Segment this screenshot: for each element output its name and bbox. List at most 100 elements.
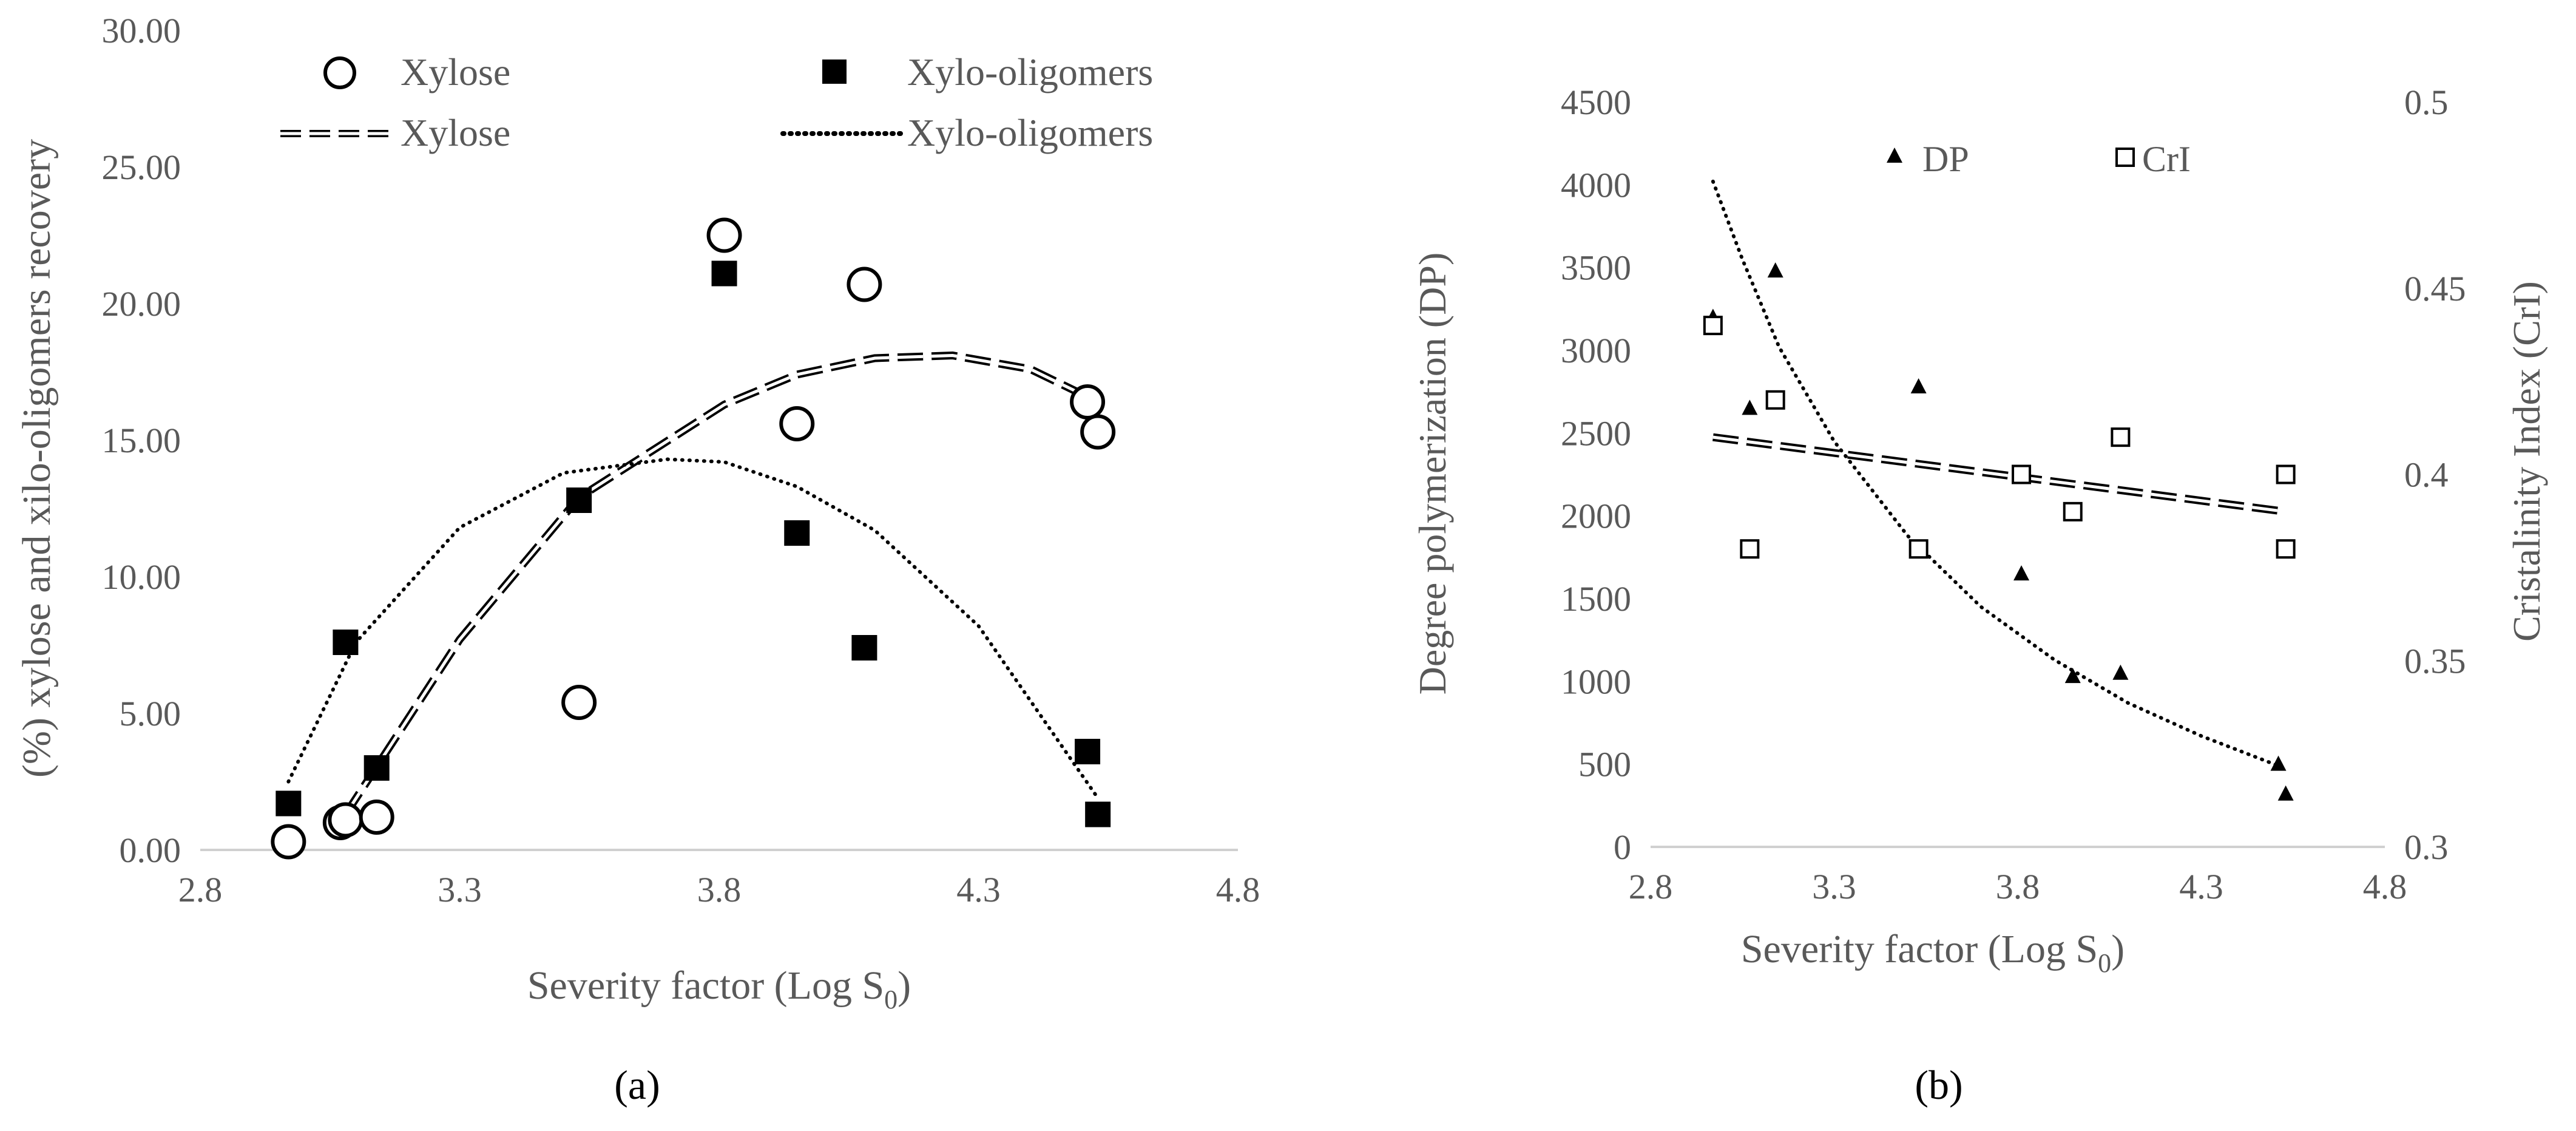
data-point-xylose: [359, 800, 394, 835]
svg-text:(a): (a): [614, 1062, 660, 1108]
chart-b-y2-tick-label: 0.3: [2404, 827, 2449, 867]
data-point-dp: [1910, 378, 1927, 393]
chart-b-y2-tick-label: 0.4: [2404, 455, 2449, 495]
data-point-dp: [2112, 664, 2129, 680]
chart-a-y-tick-label: 15.00: [102, 421, 181, 460]
trendline-dp: [1711, 179, 2280, 768]
data-point-xylose: [1070, 384, 1106, 419]
chart-b-legend: DP CrI: [1887, 139, 2191, 179]
chart-b-y-tick-label: 2500: [1561, 413, 1631, 453]
chart-b-y2-tick-label: 0.45: [2404, 269, 2466, 308]
chart-b-y-axis-label: Degree polymerization (DP): [1411, 253, 1454, 695]
chart-a-x-tick-label: 3.3: [438, 870, 482, 909]
chart-b-y-tick-label: 1000: [1561, 662, 1631, 701]
chart-b-y-tick-label: 4500: [1561, 83, 1631, 122]
trendline-cri: [1712, 433, 2287, 516]
data-point-xylose: [271, 824, 306, 860]
legend-b-dp-label: DP: [1922, 139, 1969, 179]
chart-b-trendlines: [1711, 179, 2287, 768]
chart-b-x-tick-labels: 2.8 3.3 3.8 4.3 4.8: [1629, 867, 2407, 906]
chart-panel-b: 2.8 3.3 3.8 4.3 4.8 0 500 1000 1500 2000 2500 3000…: [1411, 83, 2548, 1108]
data-point-xylose: [1080, 414, 1116, 450]
chart-b-y2-axis-label: Cristalinity Index (CrI): [2505, 281, 2548, 642]
chart-a-x-tick-label: 4.8: [1216, 870, 1260, 909]
legend-a-xylose-trend-label: Xylose: [401, 111, 510, 154]
data-point-xylo-oligomers: [784, 520, 810, 546]
legend-a-xylo-oligomers-label: Xylo-oligomers: [907, 50, 1153, 93]
data-point-dp: [1767, 262, 1783, 278]
chart-b-y-tick-labels: 0 500 1000 1500 2000 2500 3000 3500 4000 4500: [1561, 83, 1631, 867]
legend-a-xylo-oligomers-trend-label: Xylo-oligomers: [907, 111, 1153, 154]
chart-b-x-axis-label: Severity factor (Log S0): [1741, 927, 2125, 978]
chart-a-data-points: [271, 217, 1116, 860]
chart-a-y-tick-label: 20.00: [102, 284, 181, 324]
chart-b-x-tick-label: 4.3: [2179, 867, 2223, 906]
data-point-xylo-oligomers: [333, 630, 359, 655]
chart-a-y-tick-label: 0.00: [120, 830, 181, 870]
chart-b-y-tick-label: 0: [1614, 827, 1631, 867]
chart-b-y-tick-label: 3000: [1561, 331, 1631, 370]
chart-b-y-tick-label: 500: [1578, 745, 1631, 784]
chart-a-y-axis-label: (%) xylose and xilo-oligomers recovery: [15, 139, 59, 778]
data-point-xylo-oligomers: [851, 635, 877, 661]
data-point-dp: [2013, 565, 2030, 581]
data-point-dp: [2064, 668, 2081, 684]
chart-b-y2-tick-labels: 0.3 0.35 0.4 0.45 0.5: [2404, 83, 2466, 867]
chart-a-y-tick-label: 10.00: [102, 557, 181, 597]
chart-a-x-tick-labels: 2.8 3.3 3.8 4.3 4.8: [178, 870, 1260, 909]
data-point-dp: [1742, 399, 1758, 415]
chart-a-x-tick-label: 4.3: [956, 870, 1001, 909]
chart-b-x-tick-label: 2.8: [1629, 867, 1673, 906]
data-point-xylo-oligomers: [363, 755, 390, 781]
data-point-xylose: [847, 267, 882, 302]
data-point-cri: [2063, 501, 2083, 521]
panel-label-b: (b): [1915, 1062, 1962, 1108]
chart-a-trendlines: [286, 351, 1100, 817]
chart-a-legend: Xylose Xylo-oligomers Xylose Xylo-oligom…: [280, 50, 1153, 154]
data-point-cri: [2276, 539, 2296, 559]
trendline-xylose: [342, 351, 1100, 817]
trendline-xylo-oligomers: [286, 457, 1100, 800]
legend-a-xylose-label: Xylose: [401, 50, 510, 93]
chart-b-y-tick-label: 3500: [1561, 248, 1631, 288]
chart-b-x-tick-label: 3.3: [1812, 867, 1856, 906]
chart-b-x-tick-label: 4.8: [2363, 867, 2407, 906]
chart-b-y-tick-label: 2000: [1561, 497, 1631, 536]
data-point-xylose: [328, 802, 363, 838]
chart-panel-a: 2.8 3.3 3.8 4.3 4.8 0.00 5.00 10.00 15.00 20.00 2…: [15, 11, 1260, 1108]
data-point-xylo-oligomers: [566, 487, 592, 513]
data-point-xylose: [706, 217, 742, 253]
data-point-cri: [1740, 539, 1760, 559]
data-point-xylo-oligomers: [711, 260, 737, 287]
chart-b-data-points: [1703, 262, 2296, 801]
legend-b-cri-marker: [2115, 148, 2135, 167]
chart-a-y-tick-label: 5.00: [120, 694, 181, 733]
legend-a-xylo-oligomers-marker: [822, 59, 847, 84]
data-point-xylo-oligomers: [1085, 801, 1111, 827]
data-point-cri: [1908, 539, 1929, 559]
chart-b-x-tick-label: 3.8: [1996, 867, 2040, 906]
data-point-xylo-oligomers: [276, 790, 302, 817]
data-point-xylose: [561, 685, 597, 720]
data-point-cri: [2111, 427, 2131, 447]
data-point-cri: [1765, 390, 1785, 410]
chart-b-y-tick-label: 4000: [1561, 165, 1631, 205]
chart-a-x-tick-label: 3.8: [697, 870, 742, 909]
chart-a-x-axis-label: Severity factor (Log S0): [527, 963, 911, 1014]
chart-a-y-tick-label: 25.00: [102, 148, 181, 187]
chart-a-y-tick-label: 30.00: [102, 11, 181, 50]
data-point-cri: [2012, 464, 2032, 484]
data-point-xylo-oligomers: [1075, 739, 1101, 764]
chart-b-y-tick-label: 1500: [1561, 579, 1631, 619]
legend-a-xylose-marker: [323, 56, 356, 89]
chart-b-y2-tick-label: 0.5: [2404, 83, 2449, 122]
chart-a-y-tick-labels: 0.00 5.00 10.00 15.00 20.00 25.00 30.00: [102, 11, 181, 870]
legend-b-dp-marker: [1887, 148, 1902, 163]
panel-label-a: (a): [614, 1062, 660, 1108]
data-point-cri: [2276, 464, 2296, 484]
svg-text:(b): (b): [1915, 1062, 1962, 1108]
data-point-dp: [2270, 755, 2287, 771]
data-point-xylose: [779, 406, 815, 441]
legend-b-cri-label: CrI: [2142, 139, 2191, 179]
